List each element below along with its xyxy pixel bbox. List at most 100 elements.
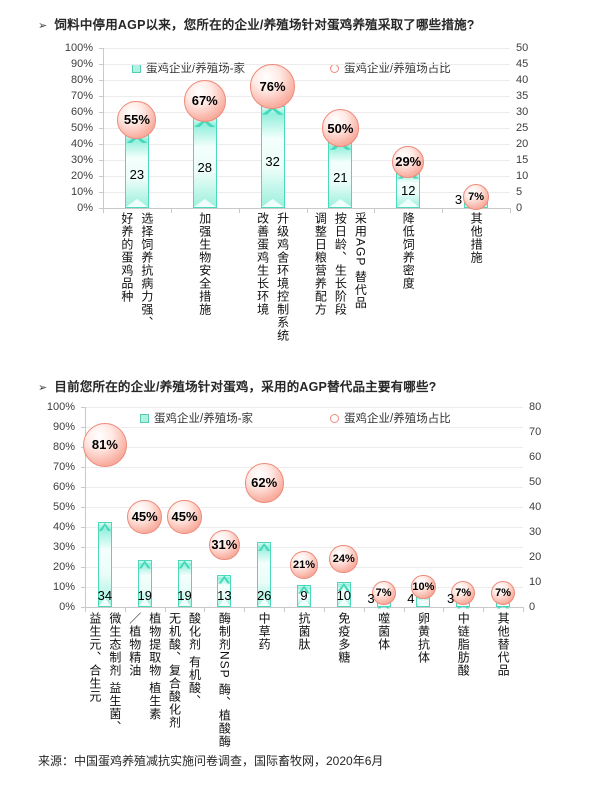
category-label: 酸化剂 有机酸、 无机酸、复合酸化剂: [167, 612, 202, 729]
bubble-marker: 7%: [371, 581, 396, 605]
arrow-bullet-icon: ➢: [38, 382, 48, 394]
left-axis-tick: [81, 607, 85, 608]
left-axis-tick-label: 0%: [77, 202, 93, 214]
chart-title-text: 饲料中停用AGP以来，您所在的企业/养殖场针对蛋鸡养殖采取了哪些措施?: [54, 18, 475, 32]
bar: [217, 574, 232, 607]
left-axis-tick-label: 30%: [52, 541, 75, 553]
legend-bubbles: 蛋鸡企业/养殖场占比: [330, 60, 451, 76]
gridline: [103, 96, 510, 97]
right-axis-tick-label: 0: [516, 202, 523, 214]
left-axis-tick: [81, 527, 85, 528]
bar: [124, 134, 149, 208]
left-axis-tick: [99, 48, 103, 49]
x-axis-tick: [442, 208, 444, 213]
left-axis-tick: [81, 427, 85, 428]
left-axis-tick-label: 90%: [52, 421, 75, 433]
agp-alternatives-chart: ➢ 目前您所在的企业/养殖场针对蛋鸡，采用的AGP替代品主要有哪些? 蛋鸡企业/养…: [0, 368, 600, 760]
left-axis-tick: [81, 487, 85, 488]
gridline: [103, 112, 510, 113]
bar-value-label: 19: [177, 588, 192, 603]
category-label: 其他替代品: [496, 612, 511, 677]
bubble-marker: 45%: [167, 499, 202, 535]
right-axis-tick-label: 70: [529, 426, 542, 438]
bar-series-swatch-icon: [140, 413, 149, 423]
bar-value-label: 32: [265, 153, 280, 169]
category-label: 抗菌肽: [297, 612, 311, 651]
category-label: 微生态制剂 益生菌、 益生元、合生元: [87, 612, 122, 734]
x-axis-tick: [164, 607, 166, 612]
x-axis-line: [85, 607, 523, 608]
bar: [137, 559, 152, 607]
bar: [260, 105, 285, 208]
left-axis-tick-label: 60%: [70, 106, 93, 118]
x-axis-tick: [284, 607, 286, 612]
category-label: 降低饲养密度: [401, 212, 416, 290]
category-label: 植物提取物 植生素 ／植物精油: [127, 612, 162, 721]
x-axis-tick: [403, 607, 405, 612]
left-axis-tick-label: 90%: [70, 58, 93, 70]
right-axis-tick-label: 5: [516, 186, 523, 198]
category-label: 加强生物安全措施: [197, 212, 212, 316]
bar-value-label: 28: [197, 159, 212, 175]
legend-bars: 蛋鸡企业/养殖场-家: [132, 60, 245, 76]
category-label: 选择饲养抗病力强、 好养的蛋鸡品种: [119, 212, 154, 329]
left-axis-tick: [99, 144, 103, 145]
left-axis-tick-label: 30%: [70, 154, 93, 166]
y-axis-line: [103, 48, 104, 208]
bar-value-label: 9: [300, 588, 308, 603]
bar-value-label: 13: [217, 588, 232, 603]
left-axis-tick: [99, 128, 103, 129]
left-axis-tick-label: 100%: [64, 42, 93, 54]
left-axis-tick: [99, 80, 103, 81]
arrow-bullet-icon: ➢: [38, 20, 48, 32]
bubble-marker: 81%: [82, 422, 128, 468]
left-axis-tick-label: 40%: [70, 138, 93, 150]
gridline: [85, 507, 523, 508]
right-axis-tick-label: 15: [516, 154, 529, 166]
bar-value-label: 34: [97, 588, 113, 603]
left-axis-tick: [99, 176, 103, 177]
legend-bars-label: 蛋鸡企业/养殖场-家: [154, 413, 254, 425]
gridline: [103, 192, 510, 193]
right-axis-tick-label: 40: [529, 501, 542, 513]
right-axis-tick-label: 60: [529, 451, 542, 463]
bar-value-label: 19: [137, 588, 152, 603]
bubble-marker: 55%: [117, 100, 157, 140]
left-axis-tick: [99, 96, 103, 97]
bar: [257, 542, 272, 607]
gridline: [103, 176, 510, 177]
measures-chart: ➢ 饲料中停用AGP以来，您所在的企业/养殖场针对蛋鸡养殖采取了哪些措施? 蛋鸡企…: [0, 8, 600, 368]
x-axis-tick: [510, 208, 511, 213]
gridline: [85, 487, 523, 488]
chart-title: ➢ 目前您所在的企业/养殖场针对蛋鸡，采用的AGP替代品主要有哪些?: [38, 376, 437, 395]
left-axis-tick: [81, 587, 85, 588]
x-axis-tick: [374, 208, 376, 213]
left-axis-tick-label: 10%: [70, 186, 93, 198]
bubble-marker: 62%: [244, 463, 284, 503]
bar: [297, 584, 311, 607]
bar: [97, 522, 112, 607]
gridline: [103, 64, 510, 65]
right-axis-tick-label: 50: [529, 476, 542, 488]
source-note: 来源：中国蛋鸡养殖减抗实施问卷调查，国际畜牧网，2020年6月: [38, 754, 384, 768]
bubble-marker: 50%: [321, 109, 360, 147]
x-axis-tick: [204, 607, 206, 612]
gridline: [103, 144, 510, 145]
left-axis-tick-label: 40%: [52, 521, 75, 533]
x-axis-tick: [103, 208, 104, 213]
bar-value-label: 23: [129, 166, 145, 182]
x-axis-tick: [306, 208, 308, 213]
legend-bubbles: 蛋鸡企业/养殖场占比: [330, 410, 451, 426]
bar: [336, 582, 351, 607]
left-axis-tick-label: 0%: [59, 601, 75, 613]
bar: [177, 559, 192, 607]
right-axis-tick-label: 20: [516, 138, 529, 150]
category-label: 中草药: [257, 612, 272, 651]
bar-value-label: 3: [454, 192, 463, 207]
category-label: 卵黄抗体: [416, 612, 431, 664]
gridline: [103, 128, 510, 129]
left-axis-tick: [81, 567, 85, 568]
bar: [192, 118, 217, 208]
right-axis-tick-label: 45: [516, 58, 529, 70]
category-label: 酶制剂NSP 酶、植酸酶: [217, 612, 232, 748]
